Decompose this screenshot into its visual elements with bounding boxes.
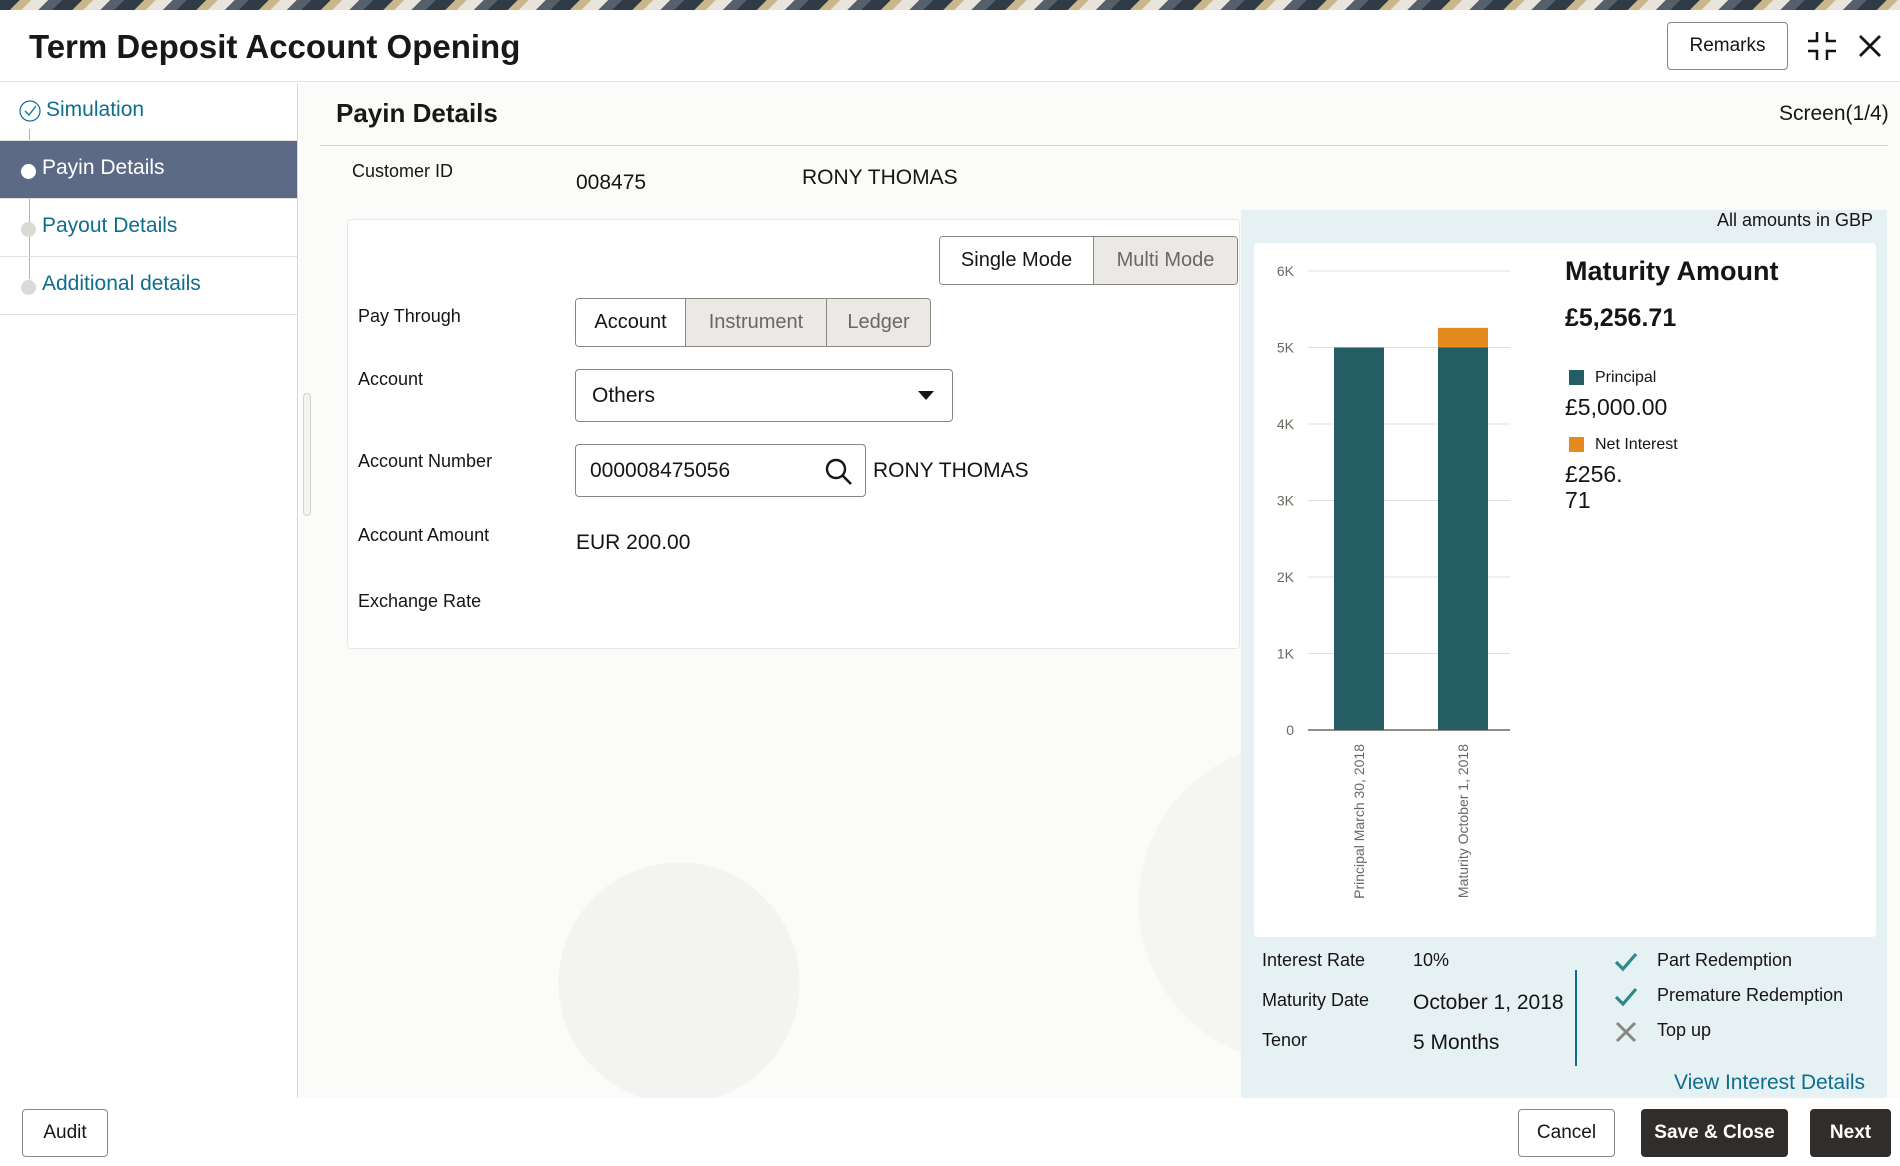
feature-part-redemption: Part Redemption bbox=[1657, 950, 1793, 970]
tenor-value: 5 Months bbox=[1413, 1031, 1500, 1054]
bar-principal bbox=[1334, 347, 1384, 730]
workflow-sidebar: Simulation Payin Details Payout Details … bbox=[0, 83, 298, 1098]
maturity-amount-title: Maturity Amount bbox=[1565, 256, 1779, 286]
view-interest-details-link[interactable]: View Interest Details bbox=[1674, 1071, 1866, 1094]
top-decorative-banner bbox=[0, 0, 1900, 10]
x-category-label: Principal March 30, 2018 bbox=[1351, 744, 1367, 899]
x-category-label: Maturity October 1, 2018 bbox=[1455, 744, 1471, 898]
sidebar-step-payout-details[interactable]: Payout Details bbox=[0, 199, 297, 257]
y-tick-label: 4K bbox=[1277, 416, 1295, 432]
feature-top-up: Top up bbox=[1657, 1020, 1712, 1040]
maturity-date-value: October 1, 2018 bbox=[1413, 991, 1564, 1014]
interest-rate-value: 10% bbox=[1413, 950, 1450, 970]
sidebar-step-simulation[interactable]: Simulation bbox=[0, 83, 297, 141]
sidebar-step-label: Additional details bbox=[42, 272, 201, 295]
splitter-handle[interactable] bbox=[303, 393, 311, 516]
y-tick-label: 1K bbox=[1277, 646, 1295, 662]
maturity-amount-value: £5,256.71 bbox=[1565, 304, 1677, 332]
y-tick-label: 0 bbox=[1286, 722, 1294, 738]
collapse-icon[interactable] bbox=[1804, 28, 1840, 64]
chevron-down-icon bbox=[918, 391, 934, 400]
net-interest-legend-swatch bbox=[1569, 437, 1584, 452]
sidebar-step-payin-details[interactable]: Payin Details bbox=[0, 141, 297, 199]
single-mode-toggle[interactable]: Single Mode bbox=[940, 237, 1093, 284]
screen-indicator: Screen(1/4) bbox=[1779, 102, 1889, 125]
customer-id-value: 008475 bbox=[576, 171, 647, 194]
account-number-input[interactable] bbox=[590, 457, 810, 485]
y-tick-label: 5K bbox=[1277, 340, 1295, 356]
account-amount-value: EUR 200.00 bbox=[576, 531, 691, 554]
net-interest-legend-value: £256.71 bbox=[1565, 461, 1623, 513]
pay-through-account-option[interactable]: Account bbox=[576, 299, 685, 346]
cancel-button[interactable]: Cancel bbox=[1518, 1109, 1615, 1157]
account-number-label: Account Number bbox=[358, 451, 493, 471]
payin-form-panel bbox=[347, 219, 1240, 649]
principal-legend-value: £5,000.00 bbox=[1565, 394, 1668, 420]
feature-premature-redemption: Premature Redemption bbox=[1657, 985, 1844, 1005]
cross-icon bbox=[1615, 1021, 1637, 1043]
maturity-date-label: Maturity Date bbox=[1262, 990, 1370, 1010]
principal-legend-label: Principal bbox=[1595, 369, 1657, 386]
step-connector-line bbox=[29, 129, 30, 279]
section-divider bbox=[320, 145, 1888, 146]
mode-toggle: Single Mode Multi Mode bbox=[939, 236, 1238, 285]
pay-through-toggle: Account Instrument Ledger bbox=[575, 298, 931, 347]
account-amount-label: Account Amount bbox=[358, 525, 490, 545]
pay-through-instrument-option[interactable]: Instrument bbox=[685, 299, 826, 346]
sidebar-step-additional-details[interactable]: Additional details bbox=[0, 257, 297, 315]
check-icon bbox=[1614, 952, 1638, 972]
pay-through-ledger-option[interactable]: Ledger bbox=[826, 299, 930, 346]
sidebar-step-label: Simulation bbox=[46, 98, 145, 121]
tenor-label: Tenor bbox=[1262, 1030, 1308, 1050]
details-divider bbox=[1575, 970, 1577, 1066]
search-icon[interactable] bbox=[824, 457, 854, 487]
check-icon bbox=[1614, 987, 1638, 1007]
app-header: Term Deposit Account Opening Remarks bbox=[0, 10, 1900, 82]
multi-mode-toggle[interactable]: Multi Mode bbox=[1093, 237, 1237, 284]
page-title: Term Deposit Account Opening bbox=[29, 28, 521, 65]
customer-id-label: Customer ID bbox=[352, 161, 454, 181]
pay-through-label: Pay Through bbox=[358, 306, 461, 326]
account-holder-name: RONY THOMAS bbox=[873, 459, 1029, 482]
next-button[interactable]: Next bbox=[1810, 1109, 1891, 1157]
sidebar-step-label: Payin Details bbox=[42, 156, 165, 179]
amounts-currency-note: All amounts in GBP bbox=[1717, 210, 1874, 230]
y-tick-label: 2K bbox=[1277, 569, 1295, 585]
y-tick-label: 3K bbox=[1277, 493, 1295, 509]
remarks-button[interactable]: Remarks bbox=[1667, 22, 1788, 70]
step-pending-dot bbox=[21, 222, 36, 237]
step-active-dot bbox=[21, 164, 36, 179]
bar-principal bbox=[1438, 347, 1488, 730]
step-completed-icon bbox=[19, 100, 41, 122]
section-title: Payin Details bbox=[336, 98, 498, 128]
step-pending-dot bbox=[21, 280, 36, 295]
account-label: Account bbox=[358, 369, 424, 389]
footer-bar: Audit Cancel Save & Close Next bbox=[0, 1098, 1900, 1166]
sidebar-step-label: Payout Details bbox=[42, 214, 178, 237]
close-icon[interactable] bbox=[1852, 28, 1888, 64]
y-tick-label: 6K bbox=[1277, 263, 1295, 279]
save-close-button[interactable]: Save & Close bbox=[1641, 1109, 1788, 1157]
account-select[interactable]: Others bbox=[575, 369, 953, 422]
principal-legend-swatch bbox=[1569, 370, 1584, 385]
maturity-bar-chart: 0 1K 2K 3K 4K 5K 6K Principal March 30, 2018 Mat… bbox=[1277, 263, 1510, 899]
customer-name: RONY THOMAS bbox=[802, 166, 958, 189]
net-interest-legend-label: Net Interest bbox=[1595, 436, 1678, 453]
account-number-field bbox=[575, 444, 866, 497]
exchange-rate-label: Exchange Rate bbox=[358, 591, 482, 611]
bar-net-interest bbox=[1438, 327, 1488, 348]
interest-rate-label: Interest Rate bbox=[1262, 950, 1366, 970]
account-select-value: Others bbox=[592, 384, 656, 407]
audit-button[interactable]: Audit bbox=[22, 1109, 108, 1157]
